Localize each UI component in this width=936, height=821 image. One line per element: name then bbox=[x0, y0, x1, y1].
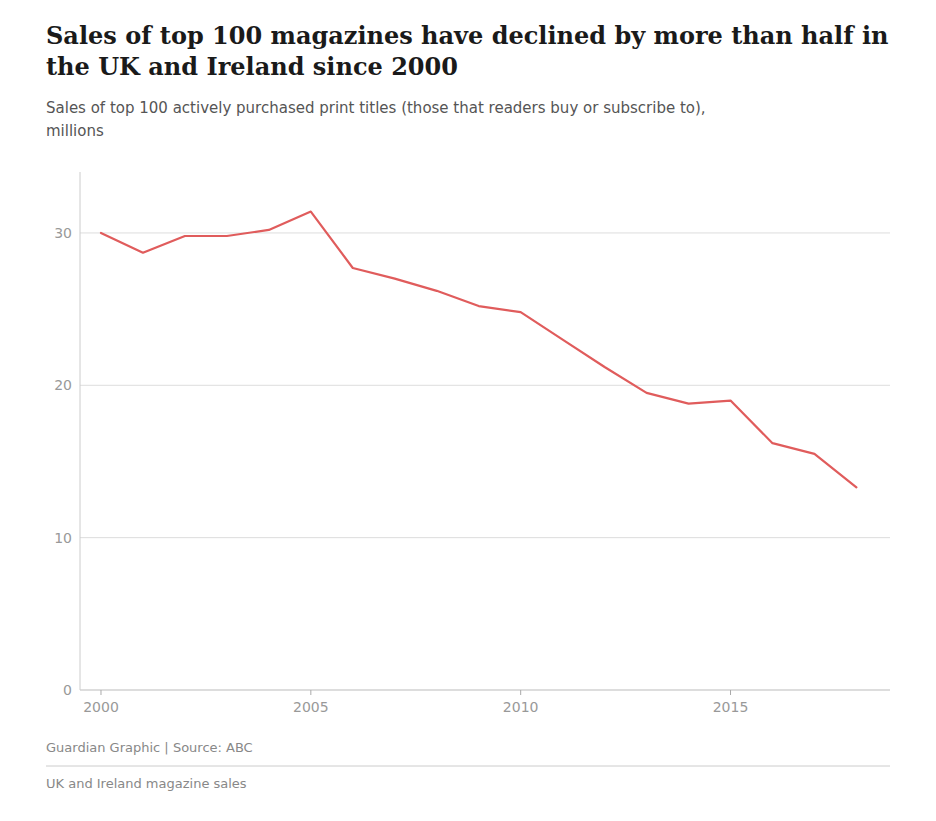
x-tick bbox=[100, 690, 101, 695]
grid-line bbox=[80, 385, 890, 386]
x-tick-label: 2005 bbox=[293, 699, 329, 715]
data bbox=[101, 212, 856, 488]
title: Sales of top 100 magazines have declined… bbox=[46, 21, 888, 81]
text-line: the UK and Ireland since 2000 bbox=[46, 52, 458, 81]
line bbox=[101, 212, 856, 488]
text-line: millions bbox=[46, 122, 104, 140]
subtitle: Sales of top 100 actively purchased prin… bbox=[46, 99, 706, 140]
y-tick-label: 20 bbox=[54, 377, 72, 393]
x-tick-label: 2000 bbox=[83, 699, 119, 715]
x-tick bbox=[520, 690, 521, 695]
y-tick-label: 30 bbox=[54, 225, 72, 241]
footer-separator bbox=[46, 766, 890, 767]
grid-line bbox=[80, 232, 890, 233]
source: Guardian Graphic | Source: ABC bbox=[46, 740, 253, 755]
chart: Sales of top 100 magazines have declined… bbox=[0, 0, 936, 821]
x-tick-label: 2010 bbox=[503, 699, 539, 715]
x-tick bbox=[730, 690, 731, 695]
x-tick-label: 2015 bbox=[713, 699, 749, 715]
x-axis-line bbox=[80, 690, 890, 691]
grid bbox=[80, 233, 890, 690]
grid-line bbox=[80, 537, 890, 538]
text-line: Sales of top 100 magazines have declined… bbox=[46, 21, 888, 50]
footer: UK and Ireland magazine sales bbox=[46, 776, 247, 791]
x-tick bbox=[310, 690, 311, 695]
y-axis-line bbox=[80, 172, 81, 690]
grid-line bbox=[80, 690, 890, 691]
y-tick-label: 10 bbox=[54, 530, 72, 546]
text-line: Sales of top 100 actively purchased prin… bbox=[46, 99, 706, 117]
y-tick-label: 0 bbox=[63, 682, 72, 698]
